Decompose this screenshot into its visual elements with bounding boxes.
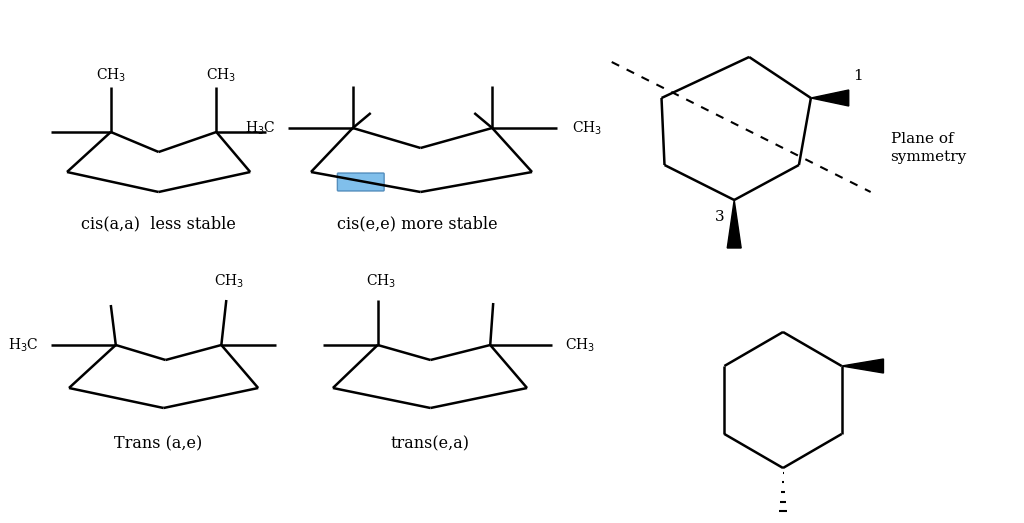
Text: Plane of
symmetry: Plane of symmetry bbox=[891, 132, 967, 164]
Text: cis(e,e) more stable: cis(e,e) more stable bbox=[337, 215, 498, 232]
Text: CH$_3$: CH$_3$ bbox=[206, 66, 237, 84]
Text: trans(e,a): trans(e,a) bbox=[391, 435, 470, 452]
Polygon shape bbox=[842, 359, 884, 373]
Text: H$_3$C: H$_3$C bbox=[245, 119, 275, 137]
Text: CH$_3$: CH$_3$ bbox=[571, 119, 602, 137]
Text: H$_3$C: H$_3$C bbox=[7, 336, 38, 354]
Text: CH$_3$: CH$_3$ bbox=[95, 66, 126, 84]
Text: cis(a,a)  less stable: cis(a,a) less stable bbox=[81, 215, 237, 232]
Text: CH$_3$: CH$_3$ bbox=[214, 272, 245, 290]
Text: CH$_3$: CH$_3$ bbox=[565, 336, 595, 354]
Text: 3: 3 bbox=[715, 210, 724, 224]
Polygon shape bbox=[727, 200, 741, 248]
Text: Trans (a,e): Trans (a,e) bbox=[115, 435, 203, 452]
Text: CH$_3$: CH$_3$ bbox=[366, 272, 396, 290]
FancyBboxPatch shape bbox=[337, 173, 384, 191]
Polygon shape bbox=[811, 90, 849, 106]
Text: 1: 1 bbox=[853, 69, 862, 83]
